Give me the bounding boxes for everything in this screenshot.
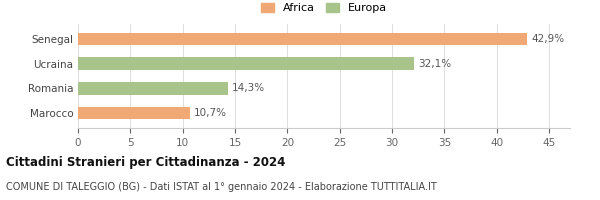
- Bar: [78, 107, 190, 119]
- Bar: [78, 57, 414, 70]
- Text: 42,9%: 42,9%: [531, 34, 565, 44]
- Legend: Africa, Europa: Africa, Europa: [257, 0, 391, 16]
- Text: Cittadini Stranieri per Cittadinanza - 2024: Cittadini Stranieri per Cittadinanza - 2…: [6, 156, 286, 169]
- Text: 32,1%: 32,1%: [418, 59, 451, 69]
- Text: 14,3%: 14,3%: [232, 83, 265, 93]
- Bar: [78, 33, 527, 45]
- Text: 10,7%: 10,7%: [194, 108, 227, 118]
- Bar: [78, 82, 227, 95]
- Text: COMUNE DI TALEGGIO (BG) - Dati ISTAT al 1° gennaio 2024 - Elaborazione TUTTITALI: COMUNE DI TALEGGIO (BG) - Dati ISTAT al …: [6, 182, 437, 192]
